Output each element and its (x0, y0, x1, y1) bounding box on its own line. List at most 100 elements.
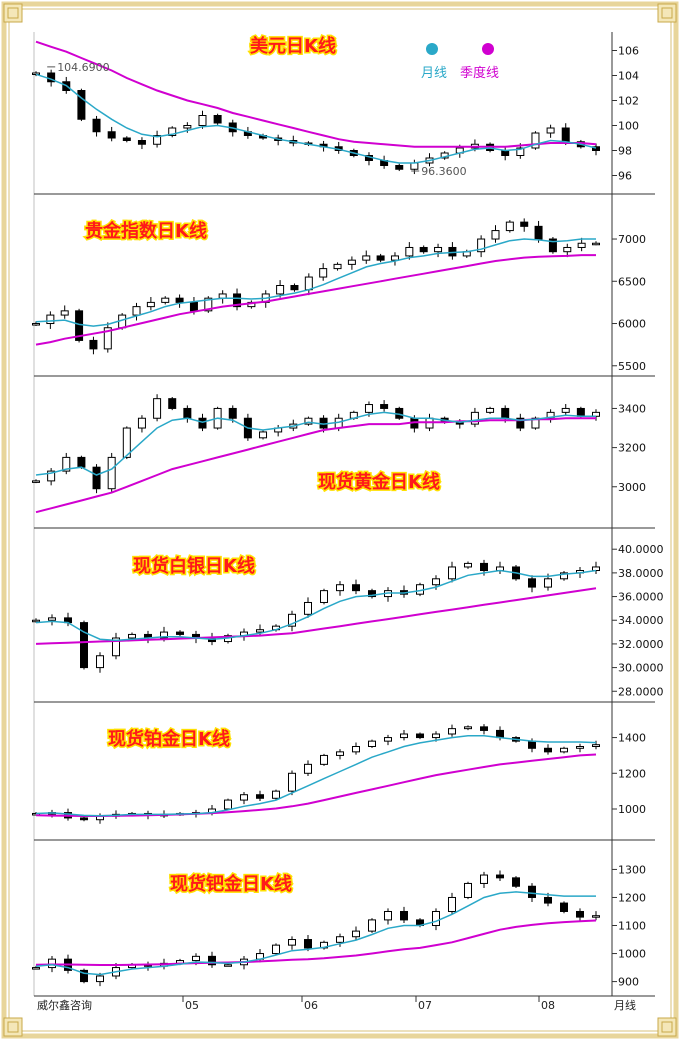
candle-body (32, 323, 40, 326)
candle-body (368, 919, 376, 932)
corner-ornament (3, 1017, 23, 1037)
candle-body (410, 162, 419, 170)
candle-body (92, 118, 101, 133)
candle-body (390, 255, 399, 261)
candle-body (419, 246, 428, 253)
monthly-ma-line (35, 73, 597, 164)
candle-body (352, 584, 360, 592)
candle-body (304, 763, 312, 774)
candle-body (561, 407, 570, 413)
extreme-annotation: 104.6900 (57, 61, 109, 74)
y-tick-label: 5500 (618, 360, 646, 373)
monthly-ma-line (35, 569, 597, 642)
candle-body (544, 747, 552, 753)
candle-body (516, 417, 525, 429)
candle-body (80, 969, 88, 983)
candle-body (520, 221, 529, 227)
candle-body (560, 747, 568, 753)
quarterly-ma-line (35, 753, 597, 817)
candle-body (290, 285, 299, 291)
candle-body (272, 944, 280, 955)
candle-body (477, 238, 486, 253)
candle-body (432, 910, 440, 927)
y-tick-label: 1000 (618, 803, 646, 816)
candle-body (122, 137, 131, 141)
candle-body (576, 910, 584, 918)
panel-title: 贵金指数日K线 (85, 220, 207, 242)
candle-body (304, 939, 312, 949)
candle-body (160, 631, 168, 639)
panel-title: 现货白银日K线 (133, 555, 255, 577)
monthly-ma-line (35, 411, 596, 476)
panel-2: 3000 3200 3400 现货黄金日K线 (32, 394, 655, 529)
candle-body (128, 633, 136, 639)
candle-body (464, 562, 472, 568)
corner-ornament (3, 3, 23, 23)
panel-3: 28.0000 30.0000 32.0000 34.0000 36.0000 38.00… (32, 543, 664, 703)
corner-ornament (657, 3, 677, 23)
candle-body (491, 230, 500, 240)
candle-body (320, 754, 328, 765)
candle-body (288, 772, 296, 792)
candle-body (516, 147, 525, 156)
candle-body (592, 146, 600, 151)
candle-body (496, 729, 504, 739)
candle-body (546, 127, 555, 134)
candle-body (592, 242, 600, 246)
candle-body (89, 339, 98, 350)
candle-body (364, 404, 373, 413)
panel-4: 1000 1200 1400 现货铂金日K线 (32, 724, 655, 841)
y-tick-label: 106 (618, 45, 639, 58)
footer-period-label: 月线 (614, 998, 636, 1012)
candle-body (132, 306, 141, 316)
candle-body (384, 910, 392, 921)
candle-body (46, 314, 55, 325)
candle-body (175, 297, 184, 303)
candle-body (259, 431, 268, 439)
candle-body (224, 964, 232, 967)
candle-body (528, 578, 536, 588)
candle-body (512, 877, 520, 887)
candle-body (146, 301, 155, 308)
corner-ornaments (3, 3, 677, 1037)
legend-dot-monthly (426, 43, 438, 55)
y-tick-label: 3000 (618, 481, 646, 494)
quarterly-ma-line (35, 587, 597, 645)
candle-body (198, 115, 207, 126)
candle-body (48, 958, 56, 969)
candle-body (198, 417, 207, 429)
candle-body (561, 127, 570, 143)
candle-body (464, 882, 472, 898)
candle-body (563, 246, 572, 253)
candle-body (153, 398, 162, 419)
candle-body (496, 874, 504, 879)
y-tick-label: 100 (618, 120, 639, 133)
y-tick-label: 7000 (618, 233, 646, 246)
candle-body (380, 404, 389, 409)
candle-body (400, 733, 408, 739)
panel-1: 5500 6000 6500 7000 贵金指数日K线 (32, 218, 655, 377)
panels: 96 98 100 102 104 106 104.6900 96.3600 美元日K线 5500… (32, 32, 664, 997)
candle-body (376, 255, 385, 261)
candle-body (233, 293, 242, 308)
candle-body (336, 584, 344, 592)
candle-body (48, 617, 56, 621)
candle-body (480, 874, 488, 884)
candle-body (103, 327, 112, 350)
candle-body (336, 936, 344, 943)
candle-body (560, 902, 568, 912)
candle-body (384, 737, 392, 742)
panel-5: 900 1000 1100 1200 1300 现货钯金日K线 (32, 863, 655, 997)
monthly-ma-line (35, 238, 596, 327)
candle-body (192, 955, 200, 962)
candle-body (224, 799, 232, 810)
candle-body (92, 466, 101, 490)
candle-body (272, 790, 280, 799)
candle-body (400, 910, 408, 921)
candle-body (276, 285, 285, 295)
corner-ornament-inner (661, 1021, 673, 1033)
candle-body (288, 939, 296, 946)
